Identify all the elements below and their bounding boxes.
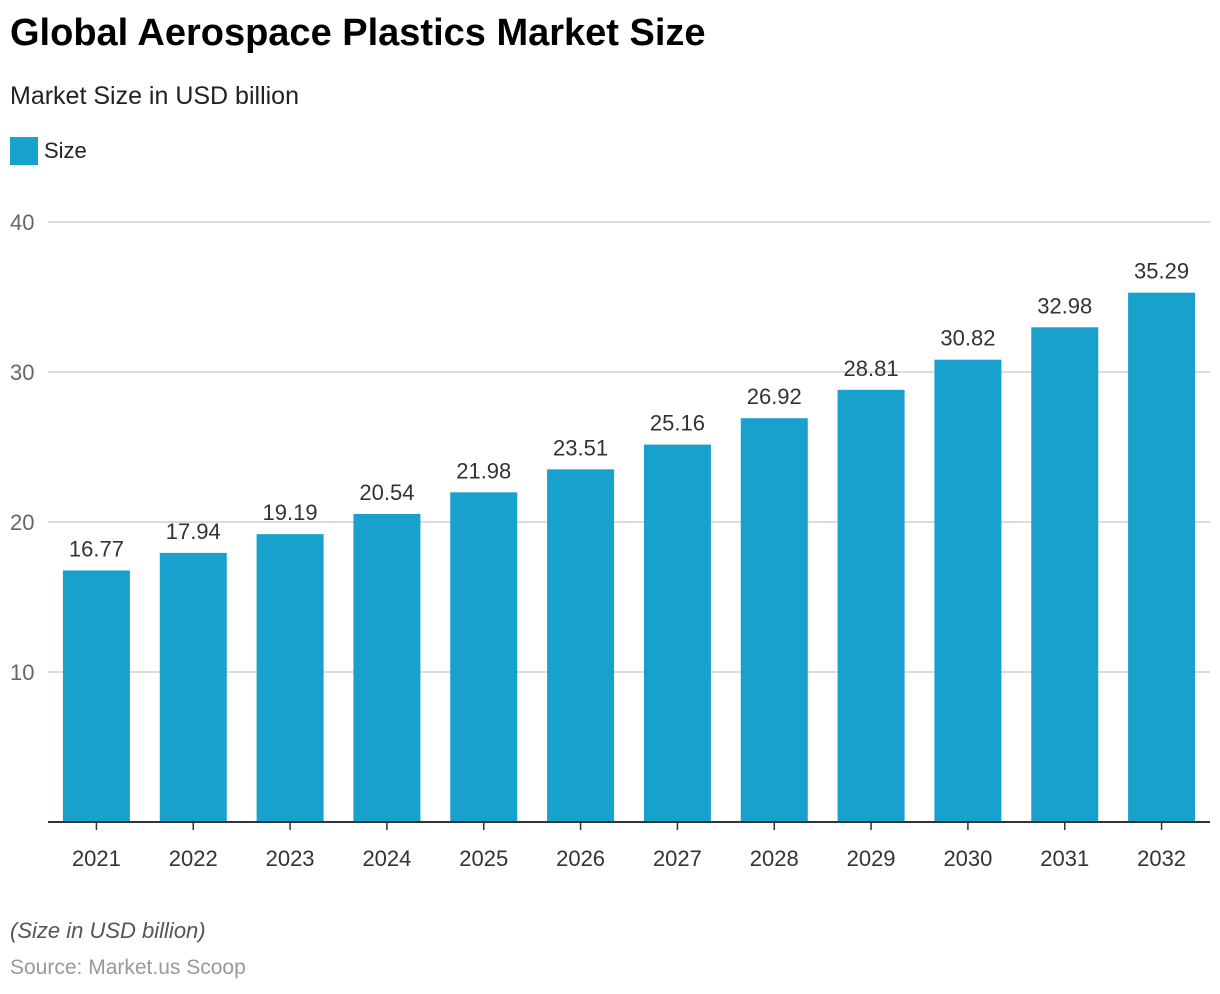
x-tick-label: 2027: [653, 846, 702, 871]
bar: [643, 444, 711, 822]
legend: Size: [10, 137, 87, 165]
chart-title: Global Aerospace Plastics Market Size: [10, 12, 706, 54]
y-tick-label: 10: [10, 660, 34, 685]
bar: [62, 570, 130, 822]
bar: [934, 359, 1002, 822]
y-tick-label: 30: [10, 360, 34, 385]
data-label: 17.94: [166, 519, 221, 544]
bar: [1031, 327, 1099, 822]
x-tick-label: 2029: [847, 846, 896, 871]
x-tick-label: 2026: [556, 846, 605, 871]
x-tick-label: 2022: [169, 846, 218, 871]
y-tick-label: 40: [10, 210, 34, 235]
bar: [450, 492, 518, 822]
legend-swatch: [10, 137, 38, 165]
bar: [547, 469, 615, 822]
bar: [159, 552, 227, 822]
data-label: 16.77: [69, 536, 124, 561]
x-tick-label: 2025: [459, 846, 508, 871]
bar: [837, 389, 905, 822]
data-label: 23.51: [553, 435, 608, 460]
y-tick-label: 20: [10, 510, 34, 535]
x-tick-label: 2028: [750, 846, 799, 871]
x-tick-label: 2032: [1137, 846, 1186, 871]
data-label: 28.81: [844, 356, 899, 381]
chart-source: Source: Market.us Scoop: [10, 956, 246, 979]
bar-chart: 1020304016.77202117.94202219.19202320.54…: [10, 210, 1210, 871]
bar: [256, 534, 324, 822]
data-label: 19.19: [263, 500, 318, 525]
data-label: 35.29: [1134, 259, 1189, 284]
bar: [740, 418, 808, 822]
bar: [353, 513, 421, 822]
chart-note: (Size in USD billion): [10, 918, 206, 943]
x-tick-label: 2031: [1040, 846, 1089, 871]
data-label: 21.98: [456, 458, 511, 483]
x-tick-label: 2024: [362, 846, 411, 871]
x-tick-label: 2021: [72, 846, 121, 871]
chart-subtitle: Market Size in USD billion: [10, 82, 299, 110]
x-tick-label: 2030: [943, 846, 992, 871]
data-label: 30.82: [940, 326, 995, 351]
data-label: 25.16: [650, 411, 705, 436]
data-label: 26.92: [747, 384, 802, 409]
bar: [1128, 292, 1196, 822]
data-label: 20.54: [359, 480, 414, 505]
x-tick-label: 2023: [266, 846, 315, 871]
data-label: 32.98: [1037, 293, 1092, 318]
legend-label: Size: [44, 138, 87, 163]
